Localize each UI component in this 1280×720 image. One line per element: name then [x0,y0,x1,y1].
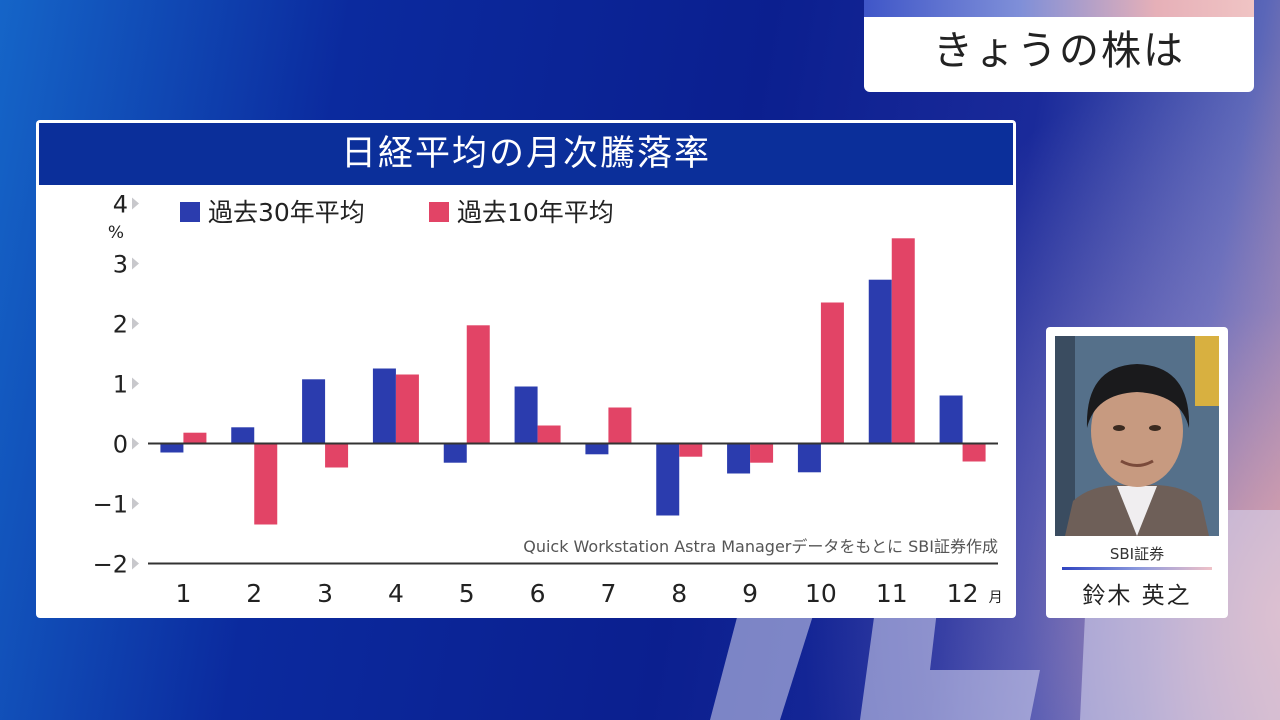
bar-avg30-2 [231,427,255,444]
bar-avg30-4 [372,368,396,444]
guest-company: SBI証券 [1109,545,1165,563]
guest-photo [1055,336,1219,536]
topic-card: きょうの株は [864,0,1254,92]
x-tick-label: 8 [671,579,687,608]
bar-avg10-8 [679,443,703,457]
x-axis-unit: 月 [989,590,1003,606]
bar-avg30-7 [585,443,609,455]
x-tick-label: 6 [530,579,546,608]
bar-avg10-5 [466,325,490,444]
bar-avg30-12 [939,395,963,444]
chart-card: 日経平均の月次騰落率 4 3 2 1 0 −1 −2% 1 2 3 4 5 6 7 8 9 10 11 12 月過去3… [36,120,1016,618]
bar-avg10-7 [608,407,632,444]
y-tick-label: −1 [93,491,128,519]
bar-avg30-6 [514,386,538,444]
bar-avg30-3 [302,379,326,444]
y-axis-unit: % [108,223,124,243]
y-tick-arrow [132,197,139,210]
legend-label-avg10: 過去10年平均 [457,198,614,227]
bar-avg30-1 [160,443,184,453]
bar-avg10-1 [183,432,207,444]
bar-avg10-3 [325,443,349,468]
legend-swatch-avg30 [180,202,200,222]
bar-avg30-11 [868,279,892,444]
x-tick-label: 5 [459,579,475,608]
x-tick-label: 9 [742,579,758,608]
y-tick-arrow [132,557,139,570]
y-tick-label: 3 [113,251,128,279]
bar-avg10-4 [395,374,419,444]
bar-avg10-6 [537,425,561,444]
y-tick-label: 2 [113,311,128,339]
x-tick-label: 1 [175,579,191,608]
y-tick-arrow [132,257,139,270]
x-tick-label: 11 [876,579,908,608]
bar-avg30-10 [797,443,821,473]
x-tick-label: 2 [246,579,262,608]
guest-divider [1062,567,1212,570]
bar-avg30-8 [656,443,680,516]
x-tick-label: 7 [600,579,616,608]
legend-label-avg30: 過去30年平均 [208,198,365,227]
x-tick-label: 10 [805,579,837,608]
bar-avg10-11 [891,238,915,444]
bar-avg10-12 [962,443,986,462]
y-tick-label: 0 [113,431,128,459]
x-tick-label: 4 [388,579,404,608]
x-tick-label: 3 [317,579,333,608]
y-tick-arrow [132,317,139,330]
bar-avg30-9 [727,443,751,474]
bar-avg10-2 [254,443,278,525]
x-tick-label: 12 [947,579,979,608]
chart-title: 日経平均の月次騰落率 [39,123,1013,185]
bar-avg10-10 [820,302,844,444]
bar-avg30-5 [443,443,467,463]
y-tick-arrow [132,497,139,510]
y-tick-label: 4 [113,191,128,219]
legend-swatch-avg10 [429,202,449,222]
topic-card-accent [864,0,1254,17]
guest-name: 鈴木 英之 [1082,583,1192,609]
y-tick-label: −2 [93,551,128,579]
y-tick-label: 1 [113,371,128,399]
guest-card: SBI証券 鈴木 英之 [1046,327,1228,618]
source-annotation: Quick Workstation Astra Managerデータをもとに S… [523,537,998,556]
y-tick-arrow [132,377,139,390]
y-tick-arrow [132,437,139,450]
topic-title: きょうの株は [933,28,1185,74]
bar-avg10-9 [750,443,774,463]
